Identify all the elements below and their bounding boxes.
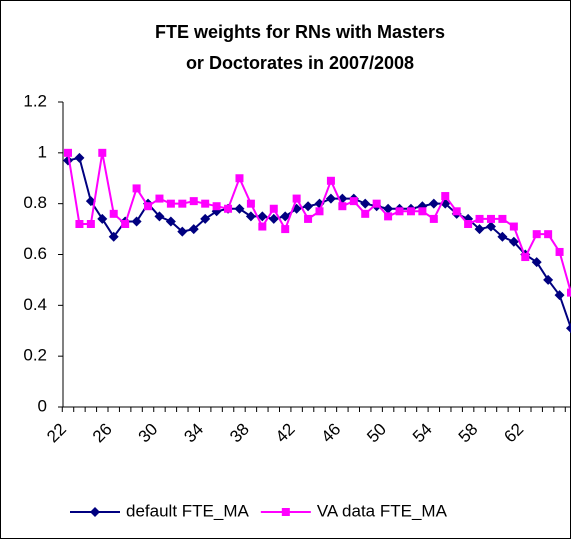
square-marker: [372, 199, 381, 208]
square-marker: [98, 148, 107, 157]
square-marker: [166, 199, 175, 208]
diamond-marker: [177, 226, 188, 237]
square-marker: [555, 247, 564, 256]
square-marker: [178, 199, 187, 208]
square-marker: [406, 207, 415, 216]
square-marker: [246, 199, 255, 208]
diamond-marker: [234, 203, 245, 214]
square-marker: [338, 202, 347, 211]
square-marker: [475, 214, 484, 223]
square-marker: [418, 207, 427, 216]
square-marker: [486, 214, 495, 223]
square-marker: [384, 212, 393, 221]
square-marker: [224, 204, 233, 213]
square-marker: [509, 222, 518, 231]
y-tick-label: 0.4: [23, 295, 47, 314]
square-marker: [429, 214, 438, 223]
square-marker: [326, 176, 335, 185]
diamond-marker: [188, 224, 199, 235]
y-tick-label: 0.2: [23, 346, 47, 365]
diamond-marker: [257, 211, 268, 222]
diamond-marker: [90, 507, 100, 517]
diamond-marker: [497, 231, 508, 242]
square-marker: [281, 225, 290, 234]
square-marker: [235, 174, 244, 183]
square-marker: [521, 253, 530, 262]
diamond-marker: [474, 224, 485, 235]
y-tick-label: 0.6: [23, 244, 47, 263]
diamond-marker: [485, 221, 496, 232]
series: [64, 148, 571, 297]
square-marker: [395, 207, 404, 216]
square-marker: [292, 194, 301, 203]
diamond-marker: [508, 236, 519, 247]
diamond-marker: [108, 231, 119, 242]
diamond-marker: [165, 216, 176, 227]
square-marker: [441, 192, 450, 201]
square-marker: [144, 202, 153, 211]
square-marker: [201, 199, 210, 208]
diamond-marker: [268, 213, 279, 224]
square-marker: [567, 288, 571, 297]
diamond-marker: [245, 211, 256, 222]
diamond-marker: [97, 213, 108, 224]
square-marker: [281, 508, 290, 516]
diamond-marker: [543, 274, 554, 285]
square-marker: [155, 194, 164, 203]
square-marker: [132, 184, 141, 193]
legend-label: default FTE_MA: [126, 501, 249, 520]
square-marker: [212, 202, 221, 211]
square-marker: [86, 220, 95, 228]
square-marker: [452, 207, 461, 216]
square-marker: [544, 230, 553, 239]
y-tick-label: 0: [38, 396, 47, 415]
diamond-marker: [303, 201, 314, 212]
y-tick-label: 1: [38, 142, 47, 161]
diamond-marker: [325, 193, 336, 204]
square-marker: [464, 220, 473, 228]
diamond-marker: [531, 257, 542, 268]
square-marker: [532, 230, 541, 239]
diamond-marker: [280, 211, 291, 222]
diamond-marker: [428, 198, 439, 209]
diamond-marker: [566, 323, 571, 334]
diamond-marker: [554, 290, 565, 301]
square-marker: [189, 197, 198, 206]
square-marker: [498, 214, 507, 223]
square-marker: [64, 148, 72, 157]
diamond-marker: [360, 198, 371, 209]
diamond-marker: [131, 216, 142, 227]
diamond-marker: [154, 211, 165, 222]
legend-label: VA data FTE_MA: [317, 501, 448, 520]
square-marker: [258, 222, 267, 231]
diamond-marker: [383, 203, 394, 214]
diamond-marker: [200, 213, 211, 224]
chart-title: FTE weights for RNs with Masters or Docto…: [155, 22, 445, 73]
square-marker: [121, 220, 130, 228]
square-marker: [361, 209, 370, 218]
square-marker: [269, 204, 278, 213]
square-marker: [109, 209, 118, 218]
diamond-marker: [74, 152, 85, 163]
y-tick-label: 0.8: [23, 193, 47, 212]
square-marker: [315, 207, 324, 216]
square-marker: [349, 197, 358, 206]
y-tick-label: 1.2: [23, 91, 47, 110]
square-marker: [75, 220, 84, 228]
square-marker: [304, 214, 313, 223]
